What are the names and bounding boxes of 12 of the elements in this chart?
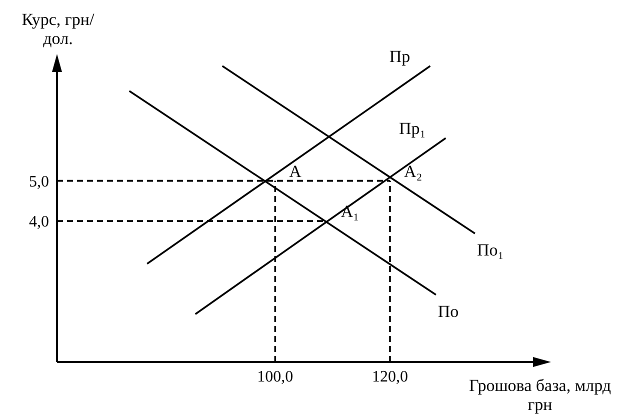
series-label: Пр bbox=[389, 47, 410, 66]
y-axis-title: Курс, грн/дол. bbox=[20, 10, 96, 48]
series-label: По₁ bbox=[476, 240, 504, 260]
x-tick-label: 100,0 bbox=[257, 368, 294, 386]
annotation: A bbox=[289, 162, 302, 181]
x-axis-title: Грошова база, млрд грн bbox=[468, 376, 612, 414]
annotation: A₂ bbox=[404, 162, 422, 181]
y-tick-label: 5,0 bbox=[29, 173, 49, 190]
y-tick-label: 4,0 bbox=[29, 214, 49, 231]
series-label: По bbox=[438, 302, 459, 321]
series-label: Пр₁ bbox=[398, 119, 426, 138]
x-tick-label: 120,0 bbox=[372, 368, 408, 386]
